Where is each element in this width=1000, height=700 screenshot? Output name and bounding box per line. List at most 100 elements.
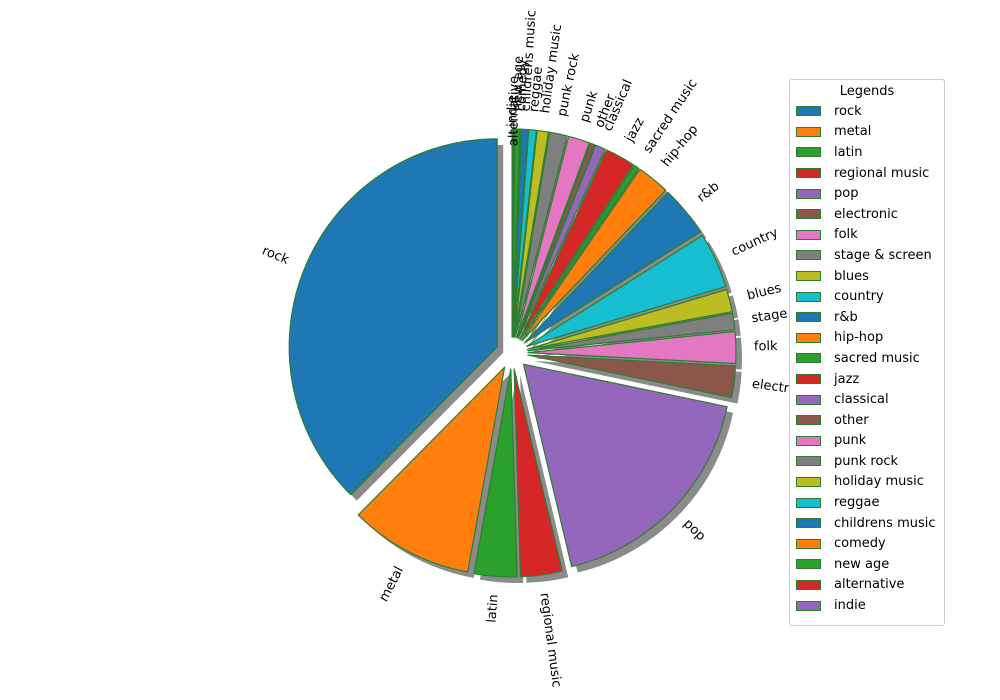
legend-item-rock: rock <box>790 101 944 122</box>
legend-swatch <box>796 497 821 508</box>
legend-swatch <box>796 456 821 467</box>
legend-label: punk rock <box>834 453 899 469</box>
legend-label: rock <box>834 103 862 119</box>
legend-swatch <box>796 476 821 487</box>
legend-label: hip-hop <box>834 330 884 346</box>
pie-slice-other <box>517 142 596 339</box>
slice-label-pop: pop <box>680 516 708 544</box>
legend-label: folk <box>834 227 858 243</box>
legend-swatch <box>796 250 821 261</box>
legend-item-metal: metal <box>790 122 944 143</box>
slice-label-sacred-music: sacred music <box>640 77 700 157</box>
slice-label-reggae: reggae <box>527 66 546 113</box>
legend-swatch <box>796 538 821 549</box>
legend-item-holiday-music: holiday music <box>790 472 944 493</box>
slice-label-metal: metal <box>376 564 407 604</box>
legend-swatch <box>796 147 821 158</box>
slice-label-alternative: alternative <box>506 76 522 147</box>
legend-item-latin: latin <box>790 142 944 163</box>
pie-slice-pop <box>522 363 728 568</box>
legend-label: new age <box>834 556 890 572</box>
legend-item-classical: classical <box>790 389 944 410</box>
pie-slice-blues <box>526 288 733 350</box>
legend-items: rock metal latin regional music pop electroni… <box>790 101 944 616</box>
pie-slice-electronic <box>527 354 737 399</box>
pie-slice-rock <box>288 138 498 496</box>
legend-label: country <box>834 289 884 305</box>
pie-slice-punk-rock <box>514 131 568 338</box>
pie-slice-holiday-music <box>513 129 550 338</box>
legend-swatch <box>796 229 821 240</box>
pie-slice-country <box>525 234 727 347</box>
legend-item-indie: indie <box>790 595 944 616</box>
legend-item-regional-music: regional music <box>790 163 944 184</box>
legend-label: electronic <box>834 206 898 222</box>
slice-label-country: country <box>729 225 781 259</box>
slice-label-comedy: comedy <box>514 59 531 112</box>
legend-label: pop <box>834 186 859 202</box>
legend-item-punk: punk <box>790 431 944 452</box>
pie-slice-stage-screen <box>527 312 736 352</box>
legend-label: punk <box>834 433 867 449</box>
legend-swatch <box>796 209 821 220</box>
legend-swatch <box>796 559 821 570</box>
legend-swatch <box>796 415 821 426</box>
legend-swatch <box>796 353 821 364</box>
legend-label: classical <box>834 392 889 408</box>
legend-label: jazz <box>834 371 860 387</box>
legend-label: comedy <box>834 536 886 552</box>
slice-label-folk: folk <box>754 339 779 355</box>
legend-swatch <box>796 579 821 590</box>
pie-slice-r-b <box>523 191 701 344</box>
pie-slice-indie <box>511 128 514 338</box>
pie-slice-latin <box>473 368 518 578</box>
legend-item-sacred-music: sacred music <box>790 348 944 369</box>
legend-label: holiday music <box>834 474 924 490</box>
legend: Legends rock metal latin regional music pop e… <box>789 79 945 626</box>
pie-slice-folk <box>527 330 737 365</box>
slice-label-rock: rock <box>260 243 292 268</box>
pie-slice-hip-hop <box>521 168 667 342</box>
legend-item-punk-rock: punk rock <box>790 451 944 472</box>
pie-slice-punk <box>516 135 591 339</box>
legend-label: blues <box>834 268 869 284</box>
pie-slice-sacred-music <box>520 164 640 341</box>
legend-label: r&b <box>834 309 858 325</box>
legend-swatch <box>796 106 821 117</box>
pie-slice-metal <box>357 366 506 573</box>
slice-label-new-age: new age <box>510 56 526 112</box>
legend-label: alternative <box>834 577 905 593</box>
legend-item-hip-hop: hip-hop <box>790 328 944 349</box>
legend-swatch <box>796 291 821 302</box>
slice-label-blues: blues <box>745 281 783 304</box>
legend-item-new-age: new age <box>790 554 944 575</box>
legend-swatch <box>796 126 821 137</box>
legend-label: stage & screen <box>834 247 932 263</box>
legend-swatch <box>796 394 821 405</box>
legend-item-stage-screen: stage & screen <box>790 245 944 266</box>
legend-label: latin <box>834 144 863 160</box>
slice-label-r-b: r&b <box>695 179 723 206</box>
legend-label: metal <box>834 124 872 140</box>
legend-label: indie <box>834 598 866 614</box>
pie-slice-jazz <box>519 149 634 340</box>
slice-label-latin: latin <box>485 594 502 624</box>
legend-swatch <box>796 600 821 611</box>
legend-swatch <box>796 332 821 343</box>
legend-swatch <box>796 168 821 179</box>
legend-swatch <box>796 312 821 323</box>
legend-item-other: other <box>790 410 944 431</box>
legend-swatch <box>796 188 821 199</box>
legend-item-electronic: electronic <box>790 204 944 225</box>
slice-label-indie: indie <box>505 95 520 127</box>
legend-label: sacred music <box>834 350 920 366</box>
legend-item-folk: folk <box>790 225 944 246</box>
legend-item-jazz: jazz <box>790 369 944 390</box>
legend-item-pop: pop <box>790 183 944 204</box>
legend-item-childrens-music: childrens music <box>790 513 944 534</box>
legend-item-country: country <box>790 286 944 307</box>
slice-label-regional-music: regional music <box>536 592 563 688</box>
legend-item-comedy: comedy <box>790 533 944 554</box>
legend-label: regional music <box>834 165 930 181</box>
